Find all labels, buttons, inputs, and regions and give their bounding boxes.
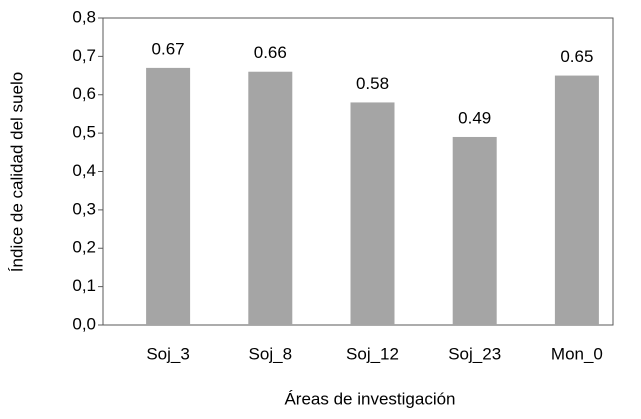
y-tick-label: 0,0 xyxy=(72,314,96,333)
y-tick-label: 0,6 xyxy=(72,84,96,103)
bar xyxy=(146,67,191,325)
y-tick-label: 0,4 xyxy=(72,161,96,180)
bar xyxy=(554,75,599,325)
data-label: 0.67 xyxy=(152,39,185,58)
y-axis-label: Índice de calidad del suelo xyxy=(7,72,26,272)
x-tick-label: Mon_0 xyxy=(551,344,603,363)
data-label: 0.66 xyxy=(254,43,287,62)
x-axis-label: Áreas de investigación xyxy=(284,389,455,408)
x-tick-label: Soj_12 xyxy=(346,344,399,363)
x-tick-label: Soj_23 xyxy=(448,344,501,363)
x-tick-label: Soj_3 xyxy=(146,344,189,363)
bar xyxy=(248,71,293,325)
data-label: 0.58 xyxy=(356,74,389,93)
bar xyxy=(452,136,497,325)
y-tick-label: 0,8 xyxy=(72,7,96,26)
y-tick-label: 0,1 xyxy=(72,276,96,295)
y-tick-label: 0,3 xyxy=(72,199,96,218)
y-tick-label: 0,7 xyxy=(72,46,96,65)
y-tick-label: 0,5 xyxy=(72,123,96,142)
data-label: 0.65 xyxy=(560,47,593,66)
y-tick-label: 0,2 xyxy=(72,238,96,257)
x-tick-label: Soj_8 xyxy=(249,344,292,363)
data-label: 0.49 xyxy=(458,108,491,127)
bar xyxy=(350,102,395,325)
